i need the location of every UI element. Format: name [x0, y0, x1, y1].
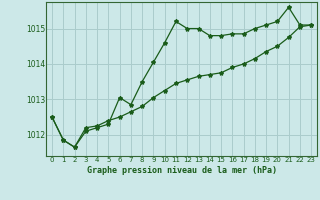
X-axis label: Graphe pression niveau de la mer (hPa): Graphe pression niveau de la mer (hPa) [87, 166, 276, 175]
